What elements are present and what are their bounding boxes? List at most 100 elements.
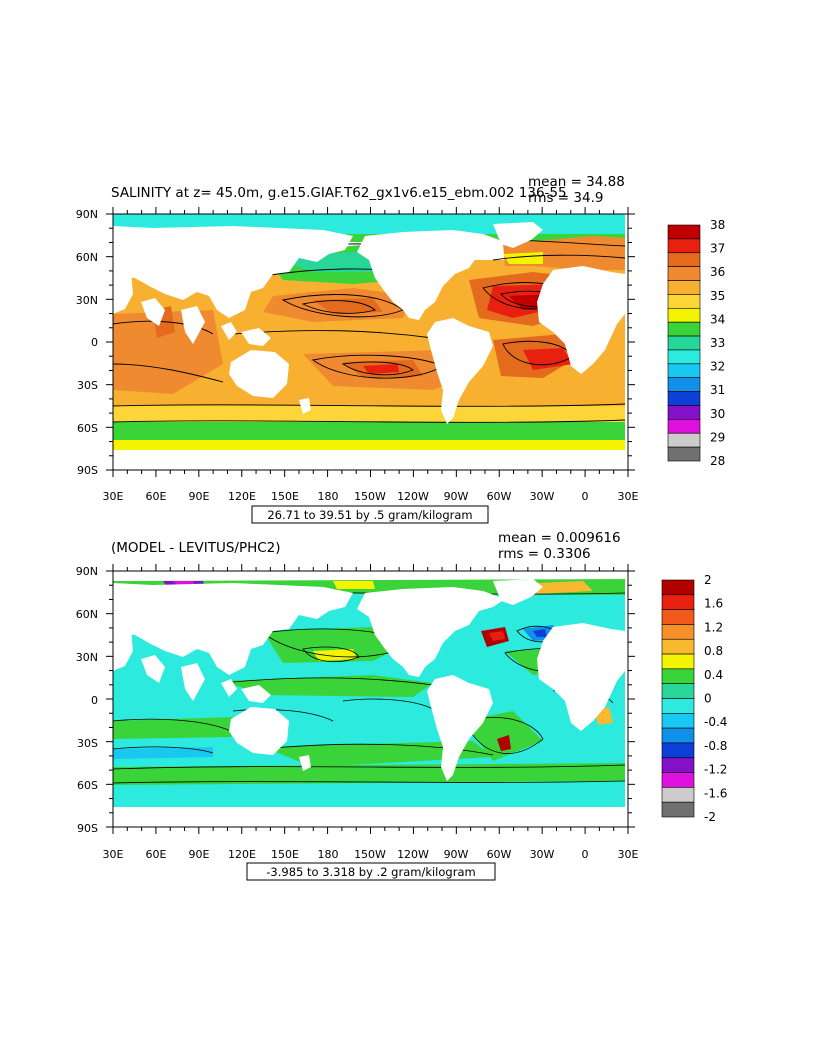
lon-label: 60E (146, 848, 167, 861)
colorbar-swatch (661, 742, 695, 759)
lat-label: 90N (76, 565, 98, 578)
lat-label: 60N (76, 251, 98, 264)
lon-label: 150E (271, 490, 299, 503)
colorbar-swatch (667, 294, 701, 309)
lon-label: 60E (146, 490, 167, 503)
colorbar-swatch (661, 801, 695, 818)
bottom-lat-axis: 90N 60N 30N 0 30S 60S 90S (76, 565, 98, 835)
colorbar-swatch (661, 579, 695, 596)
bottom-panel: (MODEL - LEVITUS/PHC2) mean = 0.009616 r… (76, 530, 727, 881)
lon-label: 0 (582, 490, 589, 503)
colorbar-label: 37 (710, 242, 725, 256)
colorbar-swatch (661, 624, 695, 640)
bottom-range-box (246, 862, 496, 881)
colorbar-swatch (661, 638, 695, 655)
colorbar-swatch (667, 377, 701, 392)
lon-label: 90W (444, 848, 469, 861)
colorbar-swatch (667, 280, 701, 295)
colorbar-label: 38 (710, 218, 725, 232)
lon-label: 0 (582, 848, 589, 861)
top-range-box (251, 505, 489, 524)
lon-label: 30W (530, 848, 555, 861)
lon-label: 30E (618, 848, 639, 861)
bottom-colorbar: 2 1.6 1.2 0.8 0.4 0 -0.4 -0.8 -1.2 -1.6 -2 (661, 573, 727, 824)
colorbar-swatch (661, 609, 695, 625)
colorbar-swatch (667, 446, 701, 462)
colorbar-swatch (667, 307, 701, 323)
top-lat-axis: 90N 60N 30N 0 30S 60S 90S (76, 208, 98, 477)
bottom-lon-axis: 30E 60E 90E 120E 150E 180 150W 120W 90W … (103, 848, 639, 861)
lon-label: 120W (397, 848, 429, 861)
top-colorbar: 38 37 36 35 34 33 32 31 30 29 28 (667, 218, 725, 468)
lat-label: 90S (77, 464, 98, 477)
colorbar-swatch (667, 224, 701, 240)
colorbar-label: 30 (710, 407, 725, 421)
colorbar-swatch (667, 405, 701, 420)
lon-label: 30E (103, 490, 124, 503)
colorbar-swatch (661, 787, 695, 803)
lon-label: 90E (189, 490, 210, 503)
lat-label: 60N (76, 608, 98, 621)
colorbar-label: 2 (704, 573, 712, 587)
colorbar-swatch (661, 668, 695, 684)
lon-label: 30E (103, 848, 124, 861)
lon-label: 120E (228, 848, 256, 861)
lon-label: 60W (487, 490, 512, 503)
lon-label: 180 (318, 848, 339, 861)
colorbar-label: -0.8 (704, 739, 727, 753)
lat-label: 90N (76, 208, 98, 221)
colorbar-swatch (667, 349, 701, 365)
colorbar-label: 32 (710, 360, 725, 374)
top-rms: rms = 34.9 (528, 190, 603, 206)
colorbar-label: 33 (710, 336, 725, 350)
bottom-range-label: -3.985 to 3.318 by .2 gram/kilogram (266, 865, 475, 879)
colorbar-swatch (667, 321, 701, 337)
colorbar-label: 29 (710, 430, 725, 444)
colorbar-swatch (667, 419, 701, 434)
colorbar-swatch (661, 683, 695, 699)
lon-label: 90W (444, 490, 469, 503)
colorbar-swatch (661, 713, 695, 729)
colorbar-label: -1.6 (704, 786, 727, 800)
colorbar-label: -2 (704, 810, 716, 824)
colorbar-swatch (667, 266, 701, 281)
colorbar-label: 0 (704, 692, 712, 706)
colorbar-label: 28 (710, 454, 725, 468)
colorbar-swatch (661, 698, 695, 714)
colorbar-swatch (667, 238, 701, 254)
lon-label: 30E (618, 490, 639, 503)
colorbar-swatch (667, 252, 701, 267)
lat-label: 30N (76, 651, 98, 664)
colorbar-swatch (661, 727, 695, 744)
lon-label: 150E (271, 848, 299, 861)
lon-label: 120W (397, 490, 429, 503)
lon-label: 120E (228, 490, 256, 503)
top-range-label: 26.71 to 39.51 by .5 gram/kilogram (267, 508, 472, 522)
lat-label: 60S (77, 422, 98, 435)
colorbar-swatch (667, 432, 701, 448)
lat-label: 90S (77, 822, 98, 835)
bottom-ticks (106, 564, 635, 834)
bottom-rms: rms = 0.3306 (498, 546, 591, 562)
lon-label: 180 (318, 490, 339, 503)
lat-label: 30S (77, 379, 98, 392)
lat-label: 0 (91, 694, 98, 707)
colorbar-label: 31 (710, 383, 725, 397)
colorbar-label: 34 (710, 312, 725, 326)
colorbar-label: 35 (710, 289, 725, 303)
lat-label: 30N (76, 294, 98, 307)
colorbar-label: -0.4 (704, 715, 727, 729)
bottom-difference-map (112, 570, 629, 828)
colorbar-label: 0.4 (704, 668, 723, 682)
lon-label: 150W (354, 848, 386, 861)
top-mean: mean = 34.88 (528, 174, 625, 190)
colorbar-swatch (667, 391, 701, 406)
colorbar-label: 1.2 (704, 620, 723, 634)
top-salinity-map (112, 213, 629, 471)
bottom-title: (MODEL - LEVITUS/PHC2) (111, 540, 281, 556)
top-lon-axis: 30E 60E 90E 120E 150E 180 150W 120W 90W … (103, 490, 639, 503)
colorbar-label: 1.6 (704, 597, 723, 611)
top-title: SALINITY at z= 45.0m, g.e15.GIAF.T62_gx1… (111, 185, 567, 201)
lon-label: 150W (354, 490, 386, 503)
